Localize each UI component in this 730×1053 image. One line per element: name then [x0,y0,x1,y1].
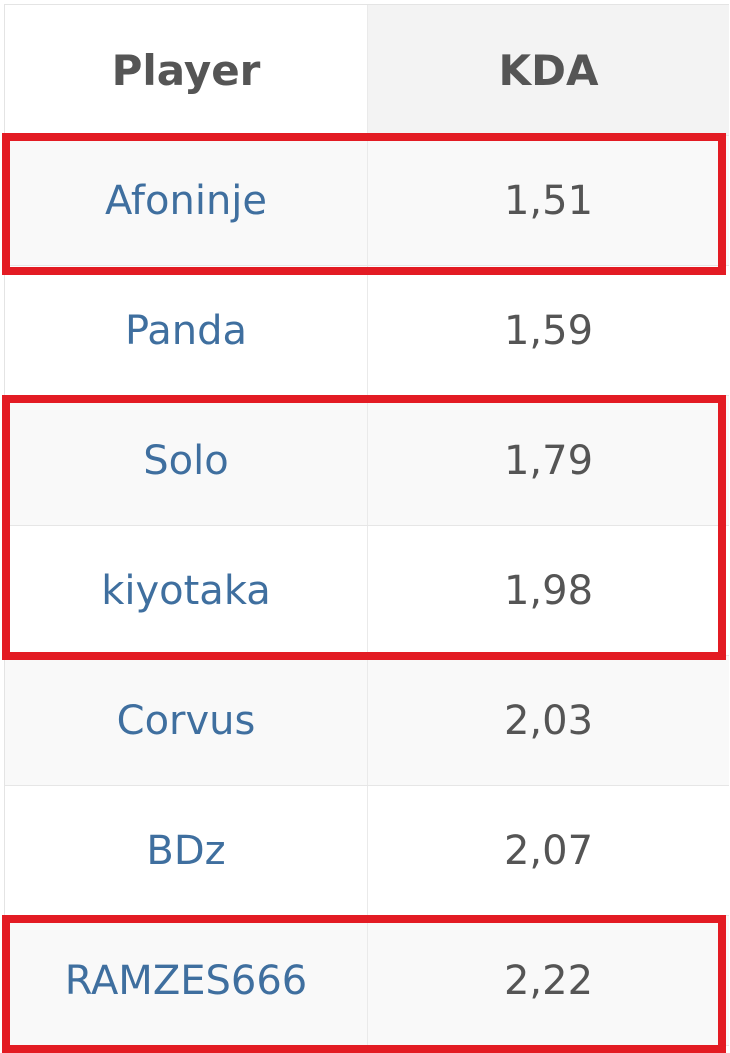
table-row: Corvus 2,03 [5,656,729,786]
kda-value: 2,03 [367,656,729,785]
kda-value: 2,22 [367,916,729,1045]
kda-value: 1,79 [367,396,729,525]
table-row: RAMZES666 2,22 [5,916,729,1046]
table-row: Solo 1,79 [5,396,729,526]
player-link[interactable]: Afoninje [104,177,268,224]
kda-value: 1,59 [367,266,729,395]
header-kda[interactable]: KDA [367,5,729,135]
player-link[interactable]: Solo [143,437,229,484]
highlight-box [2,915,726,1053]
highlight-box [2,133,726,275]
player-link[interactable]: Corvus [116,697,256,744]
player-link[interactable]: BDz [146,827,226,874]
table-row: Panda 1,59 [5,266,729,396]
kda-value: 2,07 [367,786,729,915]
table-header: Player KDA [5,5,729,136]
highlight-box [2,395,726,660]
kda-table: Player KDA Afoninje 1,51 Panda 1,59 Solo 1,79… [4,4,729,1046]
kda-value: 1,51 [367,136,729,265]
player-link[interactable]: Panda [124,307,248,354]
table-row: BDz 2,07 [5,786,729,916]
player-link[interactable]: RAMZES666 [64,957,308,1004]
player-link[interactable]: kiyotaka [101,567,271,614]
table-row: Afoninje 1,51 [5,136,729,266]
header-player[interactable]: Player [111,45,261,95]
kda-value: 1,98 [367,526,729,655]
